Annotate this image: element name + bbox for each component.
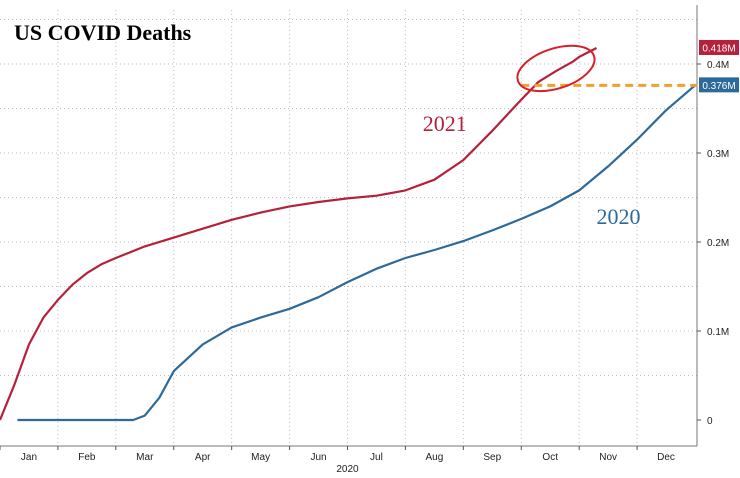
series-label-2021: 2021 xyxy=(423,111,467,136)
gridlines xyxy=(0,10,697,446)
value-badge: 0.418M xyxy=(699,39,739,55)
x-tick-label: Jan xyxy=(21,452,37,463)
x-tick-label: Feb xyxy=(78,452,96,463)
y-tick-label: 0.3M xyxy=(707,149,729,160)
value-badge: 0.376M xyxy=(699,77,739,93)
x-tick-label: Jul xyxy=(370,452,383,463)
x-tick-label: Nov xyxy=(599,452,617,463)
y-tick-label: 0.4M xyxy=(707,60,729,71)
x-tick-label: May xyxy=(251,452,270,463)
y-tick-label: 0.1M xyxy=(707,327,729,338)
x-tick-label: Aug xyxy=(425,452,443,463)
x-tick-label: Mar xyxy=(136,452,154,463)
x-tick-label: Jun xyxy=(310,452,326,463)
value-badge-bg xyxy=(699,39,739,55)
y-tick-label: 0 xyxy=(707,416,713,427)
highlight-ellipse xyxy=(516,44,596,93)
x-axis-label: 2020 xyxy=(336,464,359,473)
x-tick-label: Apr xyxy=(195,452,211,463)
value-badge-label: 0.418M xyxy=(702,43,735,54)
x-tick-label: Sep xyxy=(483,452,501,463)
value-badge-bg xyxy=(699,77,739,93)
series-line-2020 xyxy=(17,84,696,422)
chart-title: US COVID Deaths xyxy=(14,20,192,45)
series-line-2021 xyxy=(0,47,598,421)
value-badge-label: 0.376M xyxy=(702,81,735,92)
y-tick-label: 0.2M xyxy=(707,238,729,249)
x-tick-label: Oct xyxy=(542,452,558,463)
x-tick-label: Dec xyxy=(657,452,675,463)
axes: 0 0.1M 0.2M 0.3M 0.4M Jan Feb Mar Apr May Jun Jul Au… xyxy=(0,5,729,475)
annotations: 0.418M 0.376M xyxy=(516,39,739,93)
series-label-2020: 2020 xyxy=(597,204,641,229)
series-labels: 2021 2020 xyxy=(423,111,641,229)
